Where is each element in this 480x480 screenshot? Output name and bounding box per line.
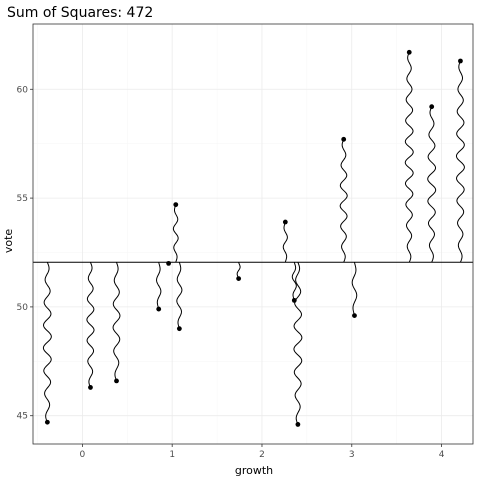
data-point — [173, 202, 179, 208]
y-axis-title: vote — [2, 229, 15, 254]
data-point — [352, 313, 357, 319]
data-point — [166, 260, 171, 266]
data-point — [236, 276, 242, 282]
residual-squiggle — [156, 262, 162, 310]
residual-squiggle — [112, 262, 121, 382]
x-tick-label: 2 — [259, 450, 265, 460]
data-point — [44, 419, 50, 425]
data-point — [458, 58, 463, 64]
x-tick-label: 1 — [169, 450, 175, 460]
residual-squiggle — [172, 204, 179, 263]
residual-squiggle — [351, 262, 358, 316]
chart-title: Sum of Squares: 472 — [7, 5, 153, 21]
y-axis: 45 50 55 60 — [17, 85, 33, 422]
panel-border — [32, 23, 474, 445]
data-point — [291, 297, 297, 303]
data-point — [88, 385, 93, 390]
residual-squiggle — [404, 52, 414, 263]
data-point — [156, 306, 162, 312]
residual-squiggle — [455, 60, 465, 263]
residual-squiggle — [176, 262, 183, 329]
residual-squiggle — [236, 262, 241, 279]
data-point — [282, 219, 288, 225]
plot-panel — [32, 23, 474, 445]
x-axis: 0 1 2 3 4 — [80, 444, 445, 460]
residual-squiggle — [291, 262, 297, 301]
residual-squiggle — [339, 139, 348, 263]
residual-squiggle — [86, 262, 95, 388]
y-tick-label: 55 — [17, 194, 28, 204]
residual-squiggle — [282, 221, 288, 263]
y-tick-label: 50 — [17, 303, 29, 313]
data-point — [429, 104, 435, 110]
x-axis-title: growth — [235, 464, 273, 477]
x-tick-label: 4 — [439, 450, 445, 460]
residual-squiggle — [293, 262, 303, 425]
data-point — [295, 422, 301, 427]
data-point — [341, 136, 347, 142]
data-point — [406, 49, 412, 55]
x-tick-label: 0 — [80, 450, 86, 460]
y-tick-label: 60 — [17, 85, 29, 95]
y-tick-label: 45 — [17, 412, 28, 422]
residual-squiggle — [427, 106, 437, 263]
data-point — [114, 378, 119, 384]
residual-squiggle — [42, 262, 52, 423]
x-tick-label: 3 — [349, 450, 355, 460]
data-point — [176, 326, 182, 332]
